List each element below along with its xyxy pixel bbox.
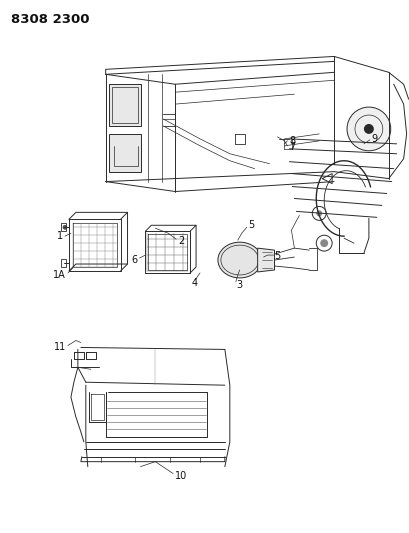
Text: 9: 9 bbox=[371, 134, 377, 144]
Bar bbox=[61, 223, 66, 231]
Text: 11: 11 bbox=[54, 342, 66, 352]
Text: 8308 2300: 8308 2300 bbox=[11, 13, 90, 26]
Bar bbox=[108, 134, 141, 172]
Text: 5: 5 bbox=[247, 220, 253, 230]
Text: 3: 3 bbox=[236, 280, 242, 290]
Circle shape bbox=[363, 124, 373, 134]
Circle shape bbox=[315, 211, 321, 216]
Text: 1A: 1A bbox=[53, 270, 66, 280]
Text: 7: 7 bbox=[289, 142, 295, 152]
Polygon shape bbox=[257, 248, 274, 272]
Bar bbox=[61, 259, 66, 267]
Text: 5: 5 bbox=[274, 251, 280, 261]
Text: 2: 2 bbox=[178, 236, 184, 246]
Bar bbox=[108, 84, 141, 126]
Text: 10: 10 bbox=[175, 471, 187, 481]
Bar bbox=[111, 87, 138, 123]
Circle shape bbox=[63, 225, 67, 229]
Text: 8: 8 bbox=[289, 136, 295, 146]
Text: 6: 6 bbox=[131, 255, 137, 265]
Text: 1: 1 bbox=[57, 231, 63, 241]
Ellipse shape bbox=[217, 242, 261, 278]
Circle shape bbox=[319, 239, 327, 247]
Text: 4: 4 bbox=[191, 278, 198, 288]
Circle shape bbox=[346, 107, 390, 151]
